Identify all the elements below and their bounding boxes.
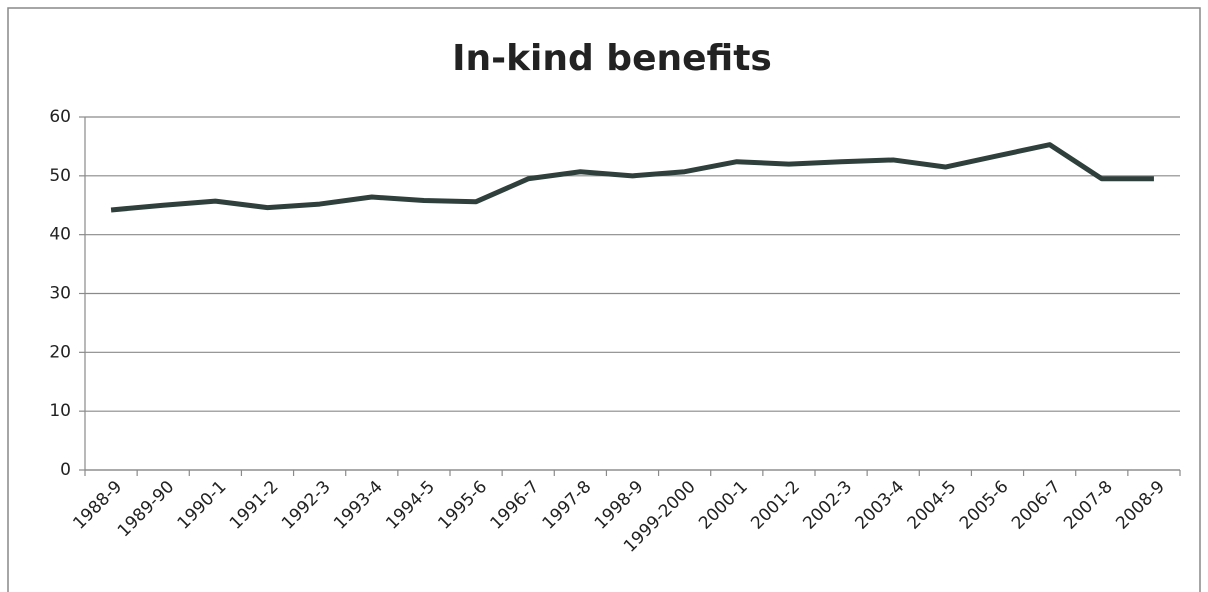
chart-border xyxy=(7,7,1201,592)
x-tick-label: 2000-1 xyxy=(695,477,752,534)
y-tick-label: 40 xyxy=(49,225,71,245)
y-tick-label: 50 xyxy=(49,166,71,186)
x-tick-label: 2007-8 xyxy=(1060,477,1117,534)
x-tick-label: 2003-4 xyxy=(852,477,909,534)
y-tick-label: 30 xyxy=(49,284,71,304)
chart-title: In-kind benefits xyxy=(452,38,772,79)
x-tick-label: 1990-1 xyxy=(174,477,231,534)
y-tick-label: 20 xyxy=(49,342,71,362)
x-tick-label: 2008-9 xyxy=(1112,477,1169,534)
x-tick-label: 2004-5 xyxy=(904,477,961,534)
x-tick-label: 1992-3 xyxy=(278,477,335,534)
x-tick-label: 2001-2 xyxy=(747,477,804,534)
x-tick-label: 1994-5 xyxy=(382,477,439,534)
x-tick-label: 1996-7 xyxy=(487,477,544,534)
y-tick-label: 10 xyxy=(49,401,71,421)
series-line xyxy=(110,142,1154,213)
x-tick-label: 2002-3 xyxy=(799,477,856,534)
x-tick-label: 1995-6 xyxy=(434,477,491,534)
x-tick-label: 2005-6 xyxy=(956,477,1013,534)
x-tick-label: 1993-4 xyxy=(330,477,387,534)
y-tick-label: 60 xyxy=(49,107,71,127)
x-tick-label: 1989-90 xyxy=(114,477,178,541)
x-tick-label: 1991-2 xyxy=(226,477,283,534)
y-tick-label: 0 xyxy=(60,460,71,480)
x-tick-label: 1997-8 xyxy=(539,477,596,534)
x-tick-label: 2006-7 xyxy=(1008,477,1065,534)
